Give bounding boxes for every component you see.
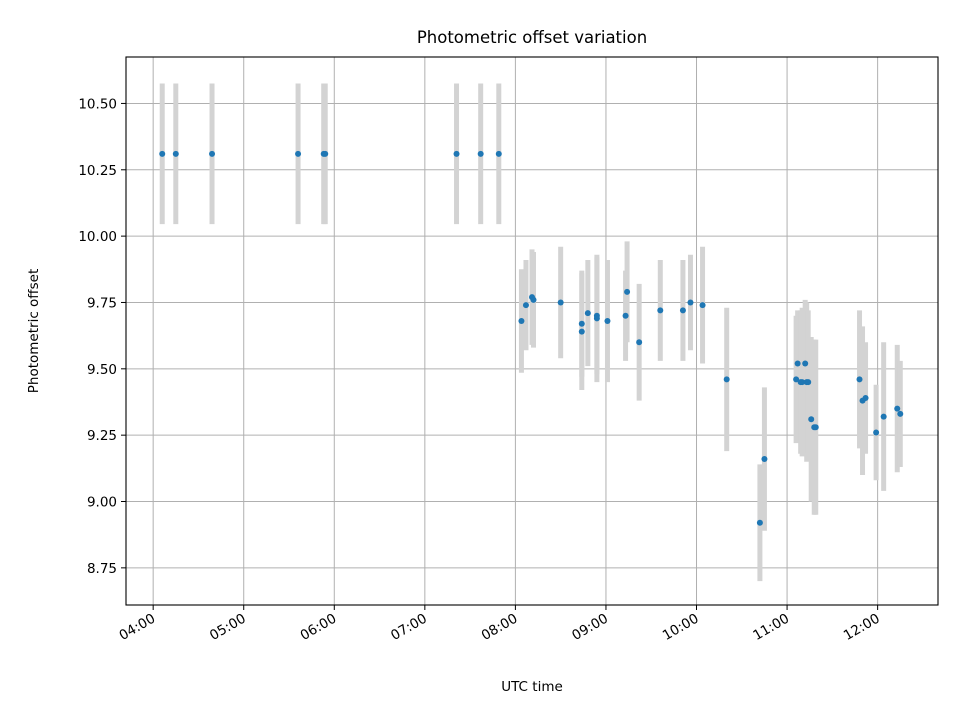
- y-tick-label: 8.75: [87, 561, 117, 577]
- data-point: [856, 376, 863, 383]
- data-point: [530, 296, 537, 303]
- data-point: [880, 413, 887, 420]
- data-point: [699, 302, 706, 309]
- data-point: [295, 150, 302, 157]
- y-axis-label: Photometric offset: [26, 269, 42, 393]
- plot-frame: [125, 56, 939, 606]
- error-bars: [159, 83, 903, 582]
- x-tick-label: 12:00: [841, 611, 883, 644]
- data-point: [805, 379, 812, 386]
- x-tick-label: 10:00: [660, 611, 702, 644]
- x-tick-label: 11:00: [750, 611, 792, 644]
- x-tick-label: 04:00: [116, 611, 158, 644]
- data-point: [604, 318, 611, 325]
- x-tick-label: 07:00: [388, 611, 430, 644]
- data-point: [657, 307, 664, 314]
- x-tick-label: 06:00: [298, 611, 340, 644]
- data-point: [624, 288, 631, 295]
- data-point: [209, 150, 216, 157]
- y-tick-label: 9.00: [87, 495, 117, 511]
- y-tick-label: 9.25: [87, 428, 117, 444]
- data-point: [687, 299, 694, 306]
- chart-title: Photometric offset variation: [417, 28, 647, 47]
- data-point: [172, 150, 179, 157]
- data-points: [159, 150, 904, 526]
- x-tick-label: 08:00: [479, 611, 521, 644]
- data-point: [578, 328, 585, 335]
- y-tick-label: 9.75: [87, 295, 117, 311]
- x-axis-label: UTC time: [501, 679, 563, 695]
- y-tick-label: 10.25: [78, 163, 117, 179]
- data-point: [453, 150, 460, 157]
- y-ticks: 8.75 9.00 9.25 9.50 9.75 10.00 10.25 10.50: [78, 96, 126, 577]
- data-point: [794, 360, 801, 367]
- data-point: [578, 320, 585, 327]
- data-point: [894, 405, 901, 412]
- data-point: [723, 376, 730, 383]
- x-ticks: 04:00 05:00 06:00 07:00 08:00 09:00 10:00 11:00…: [116, 605, 883, 644]
- data-point: [793, 376, 800, 383]
- data-point: [518, 318, 525, 325]
- y-tick-label: 9.50: [87, 362, 117, 378]
- data-point: [802, 360, 809, 367]
- data-point: [495, 150, 502, 157]
- data-point: [873, 429, 880, 436]
- data-point: [679, 307, 686, 314]
- data-point: [636, 339, 643, 346]
- data-point: [862, 395, 869, 402]
- data-point: [799, 379, 806, 386]
- data-point: [812, 424, 819, 431]
- data-point: [322, 150, 329, 157]
- data-point: [522, 302, 529, 309]
- y-tick-label: 10.50: [78, 96, 117, 112]
- data-point: [808, 416, 815, 423]
- data-point: [756, 519, 763, 526]
- x-tick-label: 09:00: [569, 611, 611, 644]
- data-point: [897, 410, 904, 417]
- data-point: [593, 312, 600, 319]
- data-point: [477, 150, 484, 157]
- y-tick-label: 10.00: [78, 229, 117, 245]
- data-point: [584, 310, 591, 317]
- data-point: [761, 456, 768, 463]
- data-point: [557, 299, 564, 306]
- data-point: [159, 150, 166, 157]
- data-point: [622, 312, 629, 319]
- x-tick-label: 05:00: [207, 611, 249, 644]
